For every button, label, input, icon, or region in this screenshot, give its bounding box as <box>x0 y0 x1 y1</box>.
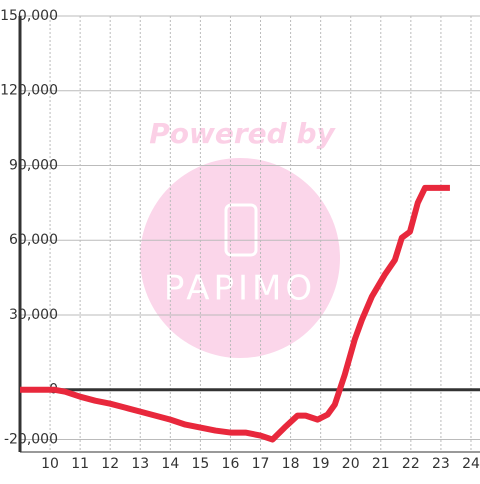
x-tick-label: 16 <box>222 456 240 472</box>
x-tick-label: 18 <box>282 456 300 472</box>
line <box>20 184 450 443</box>
y-tick-label: 150,000 <box>0 8 58 24</box>
watermark-text: Powered by <box>149 117 336 150</box>
watermark-icon <box>224 203 258 257</box>
x-tick-label: 22 <box>402 456 420 472</box>
x-tick-label: 17 <box>252 456 270 472</box>
y-tick-label: 120,000 <box>0 83 58 99</box>
x-tick-label: 11 <box>71 456 89 472</box>
y-tick-label: 90,000 <box>9 157 58 173</box>
y-tick-label: 60,000 <box>9 232 58 248</box>
x-tick-label: 12 <box>101 456 119 472</box>
x-tick-label: 19 <box>312 456 330 472</box>
x-tick-label: 23 <box>432 456 450 472</box>
watermark-brand: PAPIMO <box>164 269 316 309</box>
x-tick-label: 15 <box>191 456 209 472</box>
y-tick-label: 30,000 <box>9 307 58 323</box>
watermark-circle <box>140 158 340 358</box>
x-tick-label: 24 <box>462 456 480 472</box>
x-tick-label: 20 <box>342 456 360 472</box>
x-tick-label: 14 <box>161 456 179 472</box>
x-tick-label: 13 <box>131 456 149 472</box>
y-tick-label: -20,000 <box>4 432 58 448</box>
x-tick-label: 21 <box>372 456 390 472</box>
x-tick-label: 10 <box>41 456 59 472</box>
